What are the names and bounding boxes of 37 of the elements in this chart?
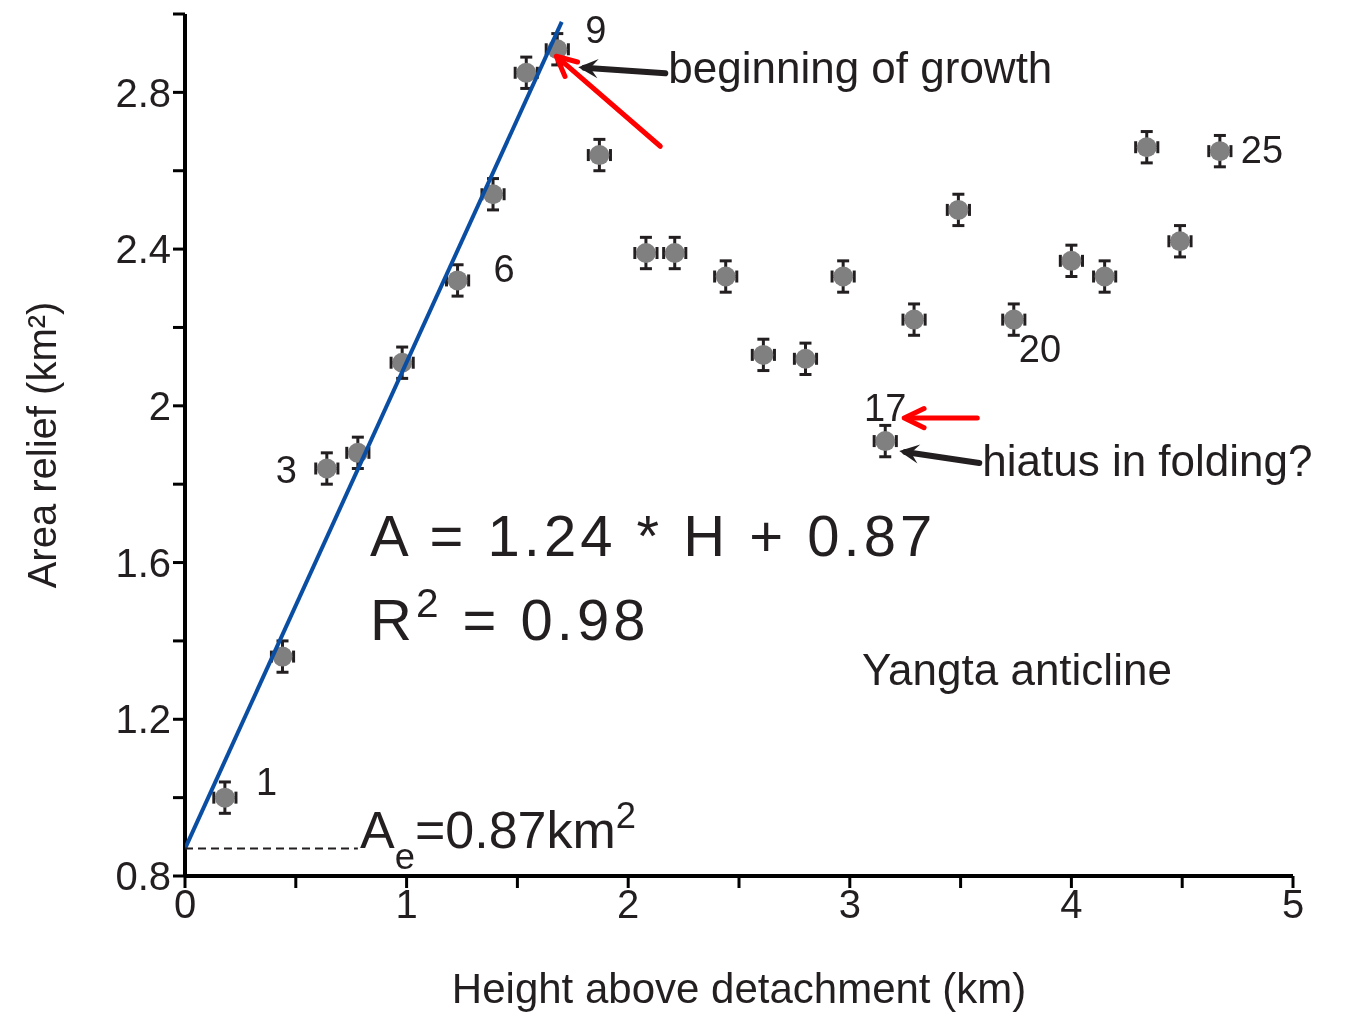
point — [516, 62, 537, 83]
point — [753, 344, 774, 365]
annotation: 6 — [493, 248, 515, 291]
annotation: 9 — [585, 9, 607, 52]
x-tick-label: 0 — [173, 882, 197, 927]
x-tick-label: 2 — [617, 882, 640, 927]
point — [948, 199, 969, 220]
annotation: Yangta anticline — [862, 645, 1172, 694]
annotation: hiatus in folding? — [982, 436, 1313, 486]
x-tick-label: 5 — [1281, 882, 1305, 927]
y-tick-label: 2 — [148, 384, 171, 429]
annotation: A$_{e}$=0.87km$^{2}$ — [360, 794, 637, 877]
x-axis-title: Height above detachment (km) — [451, 965, 1027, 1012]
point — [1003, 309, 1024, 330]
point — [795, 348, 816, 369]
annotation: 17 — [864, 387, 907, 430]
y-tick-label: 2.4 — [115, 227, 171, 272]
annotation: A = 1.24 * H + 0.87 — [370, 503, 937, 568]
point — [1169, 231, 1190, 252]
x-tick-label: 4 — [1060, 882, 1083, 927]
point — [875, 431, 896, 452]
annotation: 3 — [275, 448, 297, 491]
x-tick-label: 1 — [395, 882, 418, 927]
y-tick-label: 1.2 — [115, 697, 171, 742]
annotation: 1 — [255, 760, 278, 803]
point — [1209, 141, 1230, 162]
x-tick-label: 3 — [838, 882, 861, 927]
annotation: 25 — [1240, 129, 1284, 172]
annotation: R$^{2}$ = 0.98 — [370, 580, 650, 652]
point — [904, 309, 925, 330]
annotation: 20 — [1018, 327, 1062, 370]
y-tick-label: 2.8 — [115, 70, 171, 115]
annotation: beginning of growth — [668, 43, 1053, 93]
y-tick-label: 1.6 — [115, 540, 171, 585]
point — [447, 270, 468, 291]
y-tick-label: 0.8 — [115, 854, 171, 899]
y-axis-title: Area relief (km²) — [20, 301, 65, 589]
